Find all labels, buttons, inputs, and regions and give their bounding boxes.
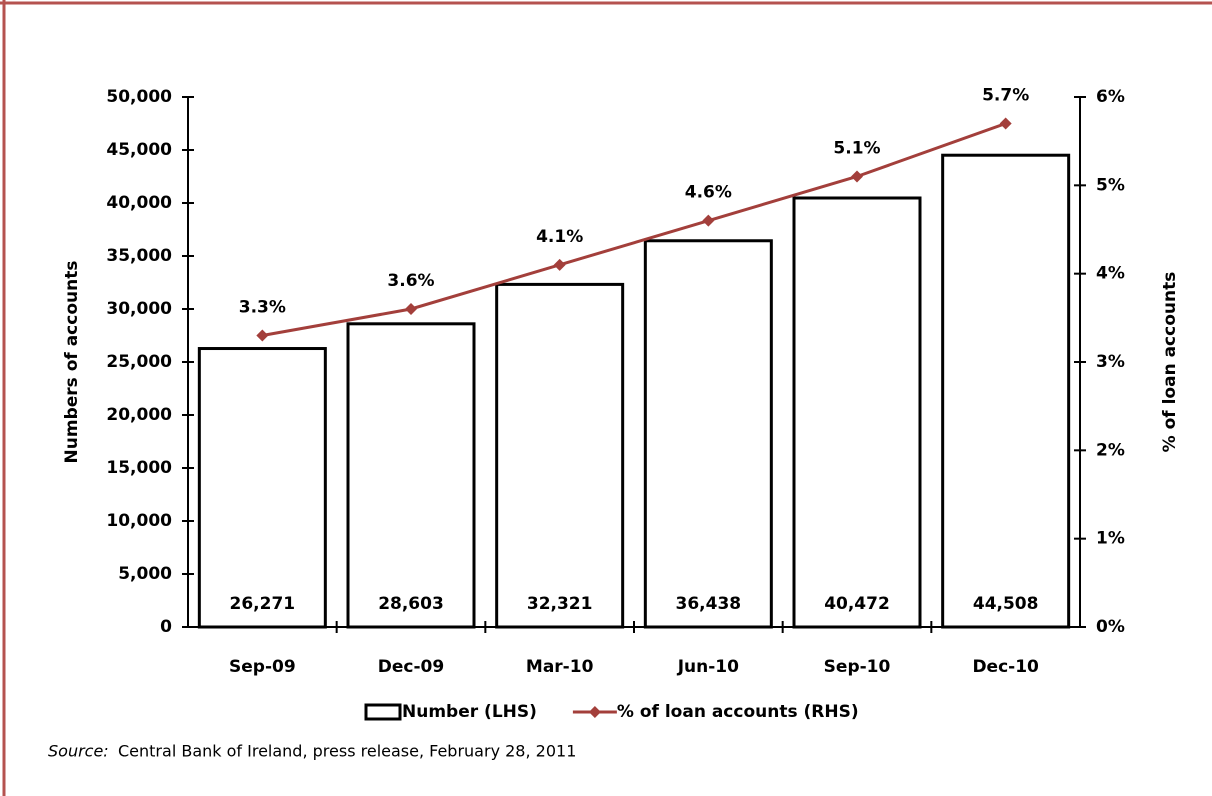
bar	[495, 282, 625, 629]
y-tick-label: 45,000	[106, 140, 172, 160]
bar-value-label: 36,438	[676, 594, 742, 614]
bar-value-label: 32,321	[527, 594, 593, 614]
bar	[643, 239, 773, 629]
y-tick-label: 50,000	[106, 87, 172, 107]
line-value-label: 4.6%	[685, 183, 732, 203]
x-tick-label: Jun-10	[677, 657, 739, 677]
bar-value-label: 28,603	[378, 594, 444, 614]
bar	[197, 347, 327, 629]
line	[262, 122, 1007, 337]
bar	[792, 196, 922, 629]
bar-value-label: 40,472	[824, 594, 890, 614]
y2-tick-label: 5%	[1096, 175, 1125, 195]
source-label: Source:	[48, 742, 109, 761]
y2-tick-label: 3%	[1096, 352, 1125, 372]
line-value-label: 3.3%	[239, 298, 286, 318]
line-marker	[405, 303, 417, 315]
line-value-label: 5.1%	[833, 139, 880, 159]
y2-tick-label: 1%	[1096, 529, 1125, 549]
y2-axis-label: % of loan accounts	[1160, 272, 1180, 453]
x-tick-label: Sep-10	[824, 657, 891, 677]
legend-label: % of loan accounts (RHS)	[617, 702, 859, 722]
x-tick-label: Dec-10	[972, 657, 1039, 677]
line-value-label: 5.7%	[982, 86, 1029, 106]
y-tick-label: 20,000	[106, 405, 172, 425]
y-tick-label: 15,000	[106, 458, 172, 478]
bar	[346, 322, 476, 629]
line-marker	[999, 117, 1012, 130]
line-marker	[553, 258, 566, 271]
y2-tick-label: 6%	[1096, 87, 1125, 107]
y-axis-label: Numbers of accounts	[62, 261, 82, 464]
y-tick-label: 35,000	[106, 246, 172, 266]
y-tick-label: 10,000	[106, 511, 172, 531]
x-tick-label: Sep-09	[229, 657, 296, 677]
line-marker	[256, 329, 269, 342]
y2-tick-label: 0%	[1096, 617, 1125, 637]
y2-tick-label: 4%	[1096, 264, 1125, 284]
y2-tick-label: 2%	[1096, 440, 1125, 460]
x-tick-label: Mar-10	[526, 657, 594, 677]
bar	[941, 153, 1071, 629]
bar-value-label: 44,508	[973, 594, 1039, 614]
line-marker	[702, 214, 715, 227]
legend-label: Number (LHS)	[402, 702, 537, 722]
y-tick-label: 5,000	[118, 564, 172, 584]
x-tick-label: Dec-09	[378, 657, 444, 677]
source-text: Central Bank of Ireland, press release, …	[118, 742, 576, 761]
bar-value-label: 26,271	[230, 594, 296, 614]
y-tick-label: 30,000	[106, 299, 172, 319]
legend-swatch	[364, 703, 402, 721]
y-tick-label: 25,000	[106, 352, 172, 372]
y-tick-label: 40,000	[106, 193, 172, 213]
line-value-label: 3.6%	[387, 271, 434, 291]
y-tick-label: 0	[160, 617, 172, 637]
line-value-label: 4.1%	[536, 227, 583, 247]
legend-marker	[588, 706, 601, 718]
line-marker	[851, 170, 863, 183]
